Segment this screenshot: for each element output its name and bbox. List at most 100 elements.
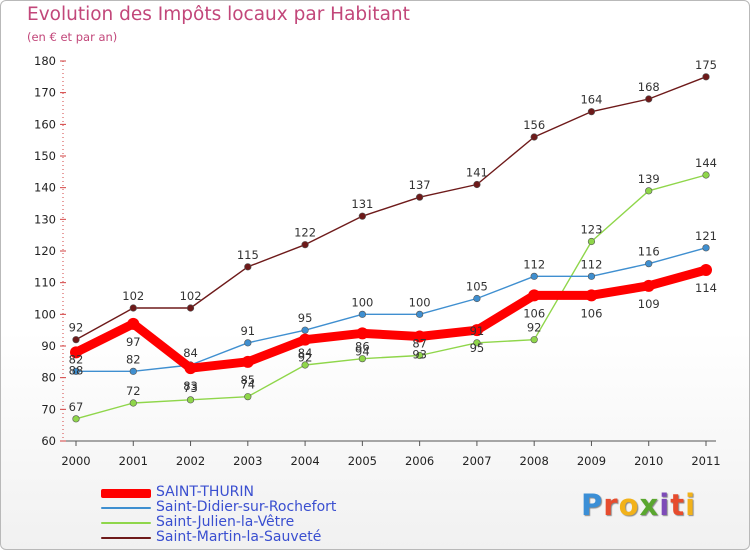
data-point bbox=[301, 241, 309, 249]
data-point bbox=[645, 95, 653, 103]
data-label: 123 bbox=[580, 223, 602, 237]
x-tick-label: 2000 bbox=[61, 454, 90, 468]
chart-series-group bbox=[70, 73, 712, 423]
data-point bbox=[358, 212, 366, 220]
y-tick-label: 140 bbox=[34, 181, 56, 195]
x-tick-label: 2008 bbox=[520, 454, 549, 468]
data-label: 84 bbox=[298, 346, 313, 360]
y-tick-label: 180 bbox=[34, 54, 56, 68]
chart-data-labels: 88 97 83 85 92 94 93 95 106 106 109 114 82 82 84 91 95 10… bbox=[69, 58, 717, 414]
data-label: 114 bbox=[695, 281, 717, 295]
data-label: 91 bbox=[470, 324, 485, 338]
data-label: 102 bbox=[122, 289, 144, 303]
data-label: 100 bbox=[409, 295, 431, 309]
legend-label: Saint-Martin-la-Sauveté bbox=[156, 529, 322, 545]
legend-swatch bbox=[101, 537, 151, 539]
data-point bbox=[72, 367, 80, 375]
data-label: 73 bbox=[183, 381, 198, 395]
x-tick-label: 2005 bbox=[348, 454, 377, 468]
data-point bbox=[587, 237, 596, 246]
data-label: 94 bbox=[355, 344, 370, 358]
data-point bbox=[702, 244, 710, 252]
chart-axes: 60 70 80 90 100 110 120 130 140 150 160 170 180 2000 2… bbox=[34, 54, 721, 468]
data-label: 137 bbox=[409, 178, 431, 192]
data-point bbox=[244, 339, 252, 347]
data-point bbox=[241, 355, 254, 368]
data-point bbox=[700, 264, 712, 276]
y-tick-label: 110 bbox=[34, 276, 56, 290]
data-point bbox=[301, 326, 309, 334]
data-point bbox=[530, 336, 538, 344]
y-tick-label: 160 bbox=[34, 117, 56, 131]
data-label: 100 bbox=[351, 295, 373, 309]
x-tick-label: 2011 bbox=[691, 454, 720, 468]
data-label: 116 bbox=[638, 245, 660, 259]
brand-letter: i bbox=[685, 488, 697, 522]
x-tick-label: 2006 bbox=[405, 454, 434, 468]
brand-letter: o bbox=[618, 488, 640, 522]
data-point bbox=[244, 393, 252, 401]
brand-letter: P bbox=[581, 488, 604, 522]
data-label: 106 bbox=[580, 306, 602, 320]
data-point bbox=[473, 339, 481, 347]
data-label: 144 bbox=[695, 156, 717, 170]
data-point bbox=[72, 336, 80, 344]
series-line-0 bbox=[71, 265, 711, 373]
data-label: 121 bbox=[695, 229, 717, 243]
legend-swatch bbox=[101, 488, 151, 498]
data-label: 85 bbox=[240, 373, 255, 387]
brand-letter: r bbox=[603, 488, 619, 522]
line-chart: 60 70 80 90 100 110 120 130 140 150 160 170 180 2000 2… bbox=[34, 54, 721, 468]
data-point bbox=[186, 396, 195, 404]
data-point bbox=[702, 73, 710, 81]
y-tick-label: 90 bbox=[41, 339, 56, 353]
data-point bbox=[413, 330, 426, 343]
data-point bbox=[473, 294, 481, 303]
data-point bbox=[587, 108, 596, 116]
proxiti-logo: Proxiti bbox=[581, 488, 696, 522]
data-point bbox=[129, 304, 137, 312]
x-tick-label: 2004 bbox=[290, 454, 319, 468]
data-point bbox=[416, 351, 424, 360]
series-line-2 bbox=[75, 174, 707, 420]
data-label: 87 bbox=[412, 337, 427, 351]
data-point bbox=[585, 289, 598, 302]
data-point bbox=[299, 333, 312, 346]
data-label: 67 bbox=[69, 400, 84, 414]
data-label: 88 bbox=[69, 363, 84, 377]
data-label: 164 bbox=[580, 93, 602, 107]
data-label: 102 bbox=[180, 289, 202, 303]
data-point bbox=[129, 367, 137, 375]
data-label: 95 bbox=[470, 341, 485, 355]
data-point bbox=[127, 317, 140, 330]
x-tick-label: 2002 bbox=[176, 454, 205, 468]
series-line-3 bbox=[75, 76, 707, 341]
brand-letter: i bbox=[659, 488, 671, 522]
data-point bbox=[244, 263, 252, 271]
data-point bbox=[129, 399, 137, 407]
data-point bbox=[645, 260, 653, 268]
data-label: 115 bbox=[237, 248, 259, 262]
legend-label: Saint-Didier-sur-Rochefort bbox=[156, 499, 337, 515]
data-label: 84 bbox=[183, 346, 198, 360]
x-tick-label: 2010 bbox=[634, 454, 663, 468]
y-tick-label: 60 bbox=[41, 434, 56, 448]
data-label: 109 bbox=[638, 297, 660, 311]
data-point bbox=[301, 361, 309, 369]
data-point bbox=[416, 310, 424, 318]
y-tick-label: 100 bbox=[34, 307, 56, 321]
brand-letter: x bbox=[639, 488, 660, 522]
data-label: 112 bbox=[523, 257, 545, 271]
data-label: 122 bbox=[294, 226, 316, 240]
data-label: 82 bbox=[69, 352, 84, 366]
y-tick-label: 130 bbox=[34, 212, 56, 226]
x-tick-label: 2007 bbox=[462, 454, 491, 468]
data-point bbox=[470, 324, 483, 337]
data-label: 86 bbox=[355, 340, 370, 354]
data-point bbox=[358, 355, 366, 363]
data-point bbox=[184, 362, 197, 375]
x-tick-label: 2003 bbox=[233, 454, 262, 468]
brand-letter: t bbox=[670, 488, 686, 522]
data-label: 92 bbox=[69, 321, 84, 335]
data-point bbox=[416, 193, 424, 201]
